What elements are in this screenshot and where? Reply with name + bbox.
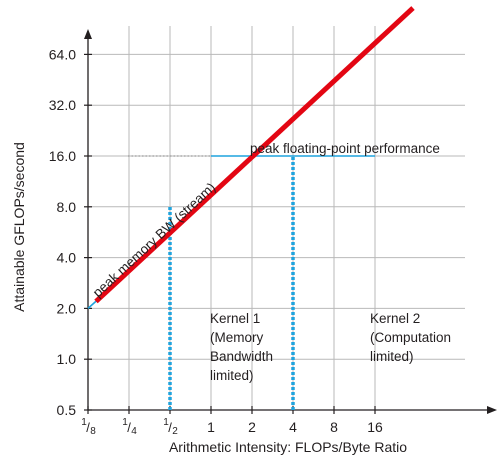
x-tick-slash: / xyxy=(127,420,131,435)
x-tick-fraction: 1/2 xyxy=(163,417,178,437)
x-tick-label: 1 xyxy=(207,419,215,435)
kernel-2-label-line: (Computation xyxy=(370,330,451,345)
y-tick-label: 8.0 xyxy=(57,199,77,215)
x-tick-label: 16 xyxy=(367,419,383,435)
x-axis-title: Arithmetic Intensity: FLOPs/Byte Ratio xyxy=(169,439,407,455)
kernel-2-label-line: Kernel 2 xyxy=(370,311,420,326)
x-tick-slash: / xyxy=(86,420,90,435)
x-tick-slash: / xyxy=(168,420,172,435)
x-tick-denominator: 4 xyxy=(131,426,137,437)
series-layer xyxy=(87,6,415,410)
peak-fp-series-label: peak floating-point performance xyxy=(250,141,440,156)
x-tick-numerator: 1 xyxy=(81,417,87,428)
x-tick-label: 4 xyxy=(289,419,297,435)
y-tick-label: 64.0 xyxy=(49,46,76,62)
kernel-1-label-line: (Memory xyxy=(210,330,263,345)
kernel-2-label-line: limited) xyxy=(370,349,414,364)
x-tick-denominator: 8 xyxy=(90,426,96,437)
peak-memory-bw-line xyxy=(94,6,415,304)
y-tick-label: 2.0 xyxy=(57,300,77,316)
y-tick-label: 16.0 xyxy=(49,148,76,164)
y-axis-title: Attainable GFLOPs/second xyxy=(11,142,27,312)
mem-bw-series-label: peak memory BW (stream) xyxy=(90,180,219,301)
x-tick-denominator: 2 xyxy=(172,426,178,437)
axes-layer: 0.51.02.04.08.016.032.064.01/81/41/2 1 2 4 8… xyxy=(49,29,497,437)
x-tick-fraction: 1/8 xyxy=(81,417,96,437)
kernel-1-label-line: limited) xyxy=(210,368,254,383)
y-tick-label: 0.5 xyxy=(57,402,77,418)
y-tick-label: 4.0 xyxy=(57,250,77,266)
x-tick-fraction: 1/4 xyxy=(122,417,137,437)
y-tick-label: 1.0 xyxy=(57,351,77,367)
label-layer: peak memory BW (stream) peak floating-poi… xyxy=(90,141,451,383)
x-tick-label: 8 xyxy=(330,419,338,435)
kernel-1-label-line: Kernel 1 xyxy=(210,311,260,326)
y-tick-label: 32.0 xyxy=(49,97,76,113)
x-tick-numerator: 1 xyxy=(122,417,128,428)
x-tick-label: 2 xyxy=(248,419,256,435)
x-tick-numerator: 1 xyxy=(163,417,169,428)
kernel-1-label-line: Bandwidth xyxy=(210,349,273,364)
